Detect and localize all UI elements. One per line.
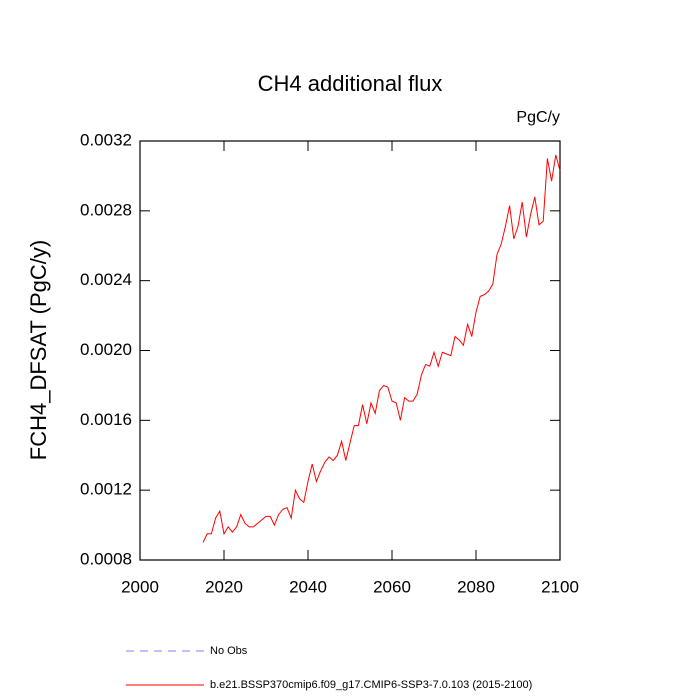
chart-title: CH4 additional flux <box>258 71 443 96</box>
x-tick-label: 2080 <box>457 577 495 596</box>
y-tick-label: 0.0028 <box>80 200 132 219</box>
y-tick-label: 0.0020 <box>80 340 132 359</box>
x-tick-label: 2100 <box>541 577 579 596</box>
y-tick-label: 0.0016 <box>80 410 132 429</box>
plot-frame <box>139 140 561 561</box>
x-tick-label: 2000 <box>121 577 159 596</box>
y-tick-label: 0.0012 <box>80 480 132 499</box>
legend-label: b.e21.BSSP370cmip6.f09_g17.CMIP6-SSP3-7.… <box>210 679 532 691</box>
y-tick-label: 0.0008 <box>80 549 132 568</box>
legend-label: No Obs <box>210 645 248 657</box>
data-line <box>202 154 561 543</box>
y-axis-label: FCH4_DFSAT (PgC/y) <box>26 240 51 460</box>
y-tick-label: 0.0024 <box>80 270 132 289</box>
x-tick-label: 2020 <box>205 577 243 596</box>
units-label: PgC/y <box>516 109 560 126</box>
x-tick-label: 2060 <box>373 577 411 596</box>
x-tick-label: 2040 <box>289 577 327 596</box>
y-tick-label: 0.0032 <box>80 130 132 149</box>
